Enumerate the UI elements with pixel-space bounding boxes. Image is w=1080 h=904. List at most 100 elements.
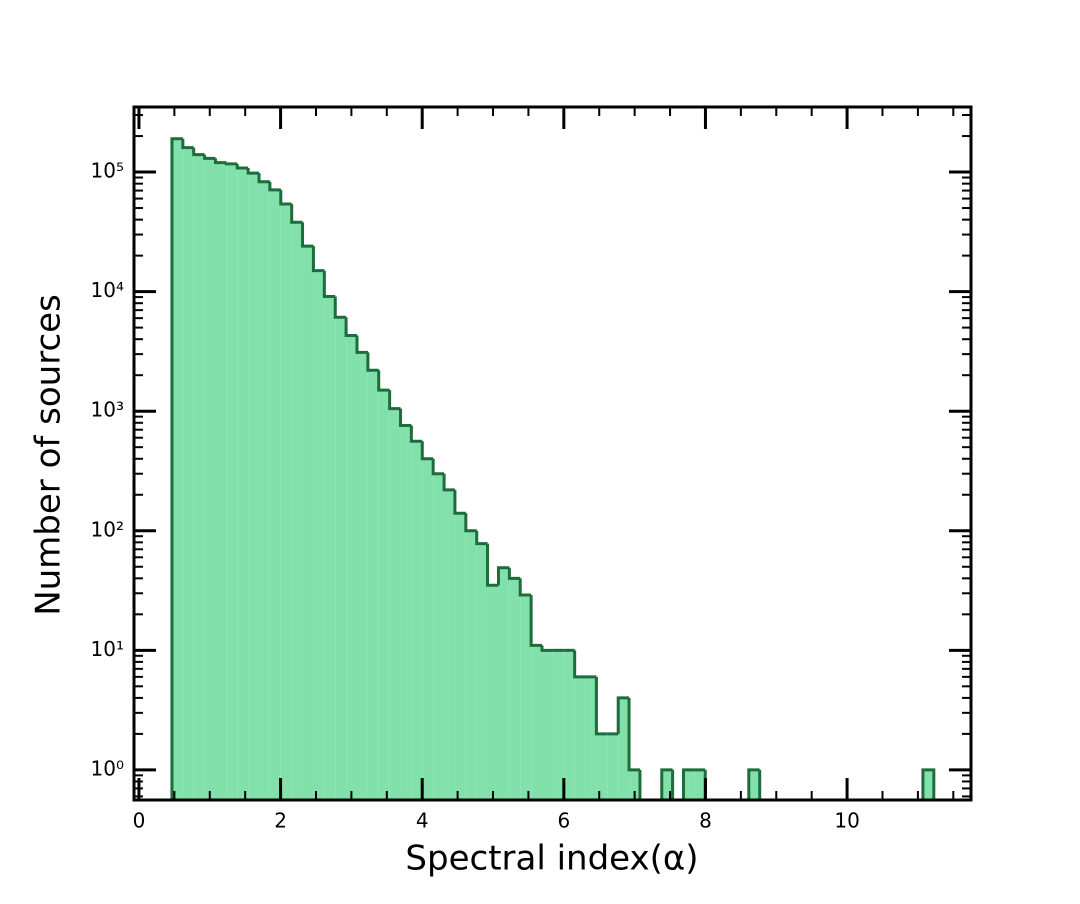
bar xyxy=(215,162,227,800)
bar-outline xyxy=(235,163,249,170)
bar xyxy=(259,181,270,800)
bar-outline xyxy=(682,768,695,800)
bar xyxy=(356,352,368,800)
bar xyxy=(476,543,488,800)
bar xyxy=(683,769,695,800)
bar xyxy=(465,530,477,800)
y-tick-label: 10³ xyxy=(91,398,124,422)
bar-outline xyxy=(170,137,183,800)
bar xyxy=(302,246,314,800)
bar-outline xyxy=(431,458,445,476)
bar xyxy=(291,222,303,801)
bar-outline xyxy=(224,162,238,166)
bar xyxy=(204,158,216,800)
bar xyxy=(237,168,249,800)
bar xyxy=(346,335,357,800)
y-tick-label: 10² xyxy=(91,517,124,541)
bar-outline xyxy=(921,768,936,800)
x-tick-label: 10 xyxy=(834,809,859,833)
bar xyxy=(454,513,466,800)
bar xyxy=(182,147,194,801)
bar xyxy=(694,769,706,800)
bar xyxy=(607,733,619,800)
y-tick-label: 10⁵ xyxy=(91,159,124,183)
bar-outline xyxy=(671,769,684,802)
bar-outline xyxy=(301,222,314,248)
bar xyxy=(498,567,510,800)
bar-outline xyxy=(192,147,205,157)
bar-outline xyxy=(399,408,412,427)
bar xyxy=(411,441,423,800)
bar-outline xyxy=(268,181,281,192)
bar-outline xyxy=(442,473,455,492)
bar-outline xyxy=(290,204,303,224)
bar-outline xyxy=(660,768,673,800)
bar xyxy=(661,769,673,800)
x-tick-label: 2 xyxy=(274,809,287,833)
bar-outline xyxy=(322,270,336,299)
bar-outline xyxy=(627,697,640,772)
bar xyxy=(520,595,532,800)
bar-outline xyxy=(529,595,543,647)
bar-outline xyxy=(638,769,651,802)
bar-outline xyxy=(507,567,521,580)
bar-outline xyxy=(355,335,368,354)
bar xyxy=(171,138,183,801)
bar-outline xyxy=(464,513,477,533)
bar-outline xyxy=(540,645,553,652)
bar-outline xyxy=(279,189,292,206)
bar-outline xyxy=(616,696,630,734)
bar-outline xyxy=(594,676,608,736)
bar xyxy=(509,578,521,800)
bar xyxy=(269,189,281,801)
bar-outline xyxy=(420,441,434,461)
y-tick-label: 10¹ xyxy=(91,637,124,661)
bar xyxy=(248,173,260,800)
bar-outline xyxy=(453,489,466,515)
bar-outline xyxy=(257,173,270,184)
bar xyxy=(433,473,445,800)
bar-outline xyxy=(246,168,260,175)
bar-outline xyxy=(181,138,194,150)
bar xyxy=(400,425,412,800)
bar xyxy=(389,408,401,800)
bar-outline xyxy=(758,769,771,802)
x-axis-label: Spectral index(α) xyxy=(405,839,698,879)
bar xyxy=(313,270,325,801)
bar-outline xyxy=(409,425,423,443)
bar xyxy=(574,676,586,800)
bar-outline xyxy=(518,578,532,597)
bar xyxy=(378,390,390,800)
bar xyxy=(629,769,640,800)
bar xyxy=(585,676,597,800)
bar-outline xyxy=(214,158,227,165)
bar-outline xyxy=(388,390,401,411)
bar xyxy=(422,458,434,800)
x-tick-label: 0 xyxy=(133,809,146,833)
x-tick-label: 4 xyxy=(416,809,429,833)
x-tick-label: 6 xyxy=(557,809,570,833)
bar xyxy=(324,296,336,800)
bar xyxy=(226,163,238,800)
bar-outline xyxy=(366,352,379,372)
bar xyxy=(531,645,543,800)
bar-outline xyxy=(203,154,216,160)
bar-outline xyxy=(475,530,488,546)
bar xyxy=(280,204,292,800)
bar xyxy=(444,489,455,800)
bar xyxy=(367,370,379,800)
y-tick-label: 10⁴ xyxy=(91,278,124,302)
bar xyxy=(552,650,564,800)
x-tick-label: 8 xyxy=(699,809,712,833)
bar-outline xyxy=(747,768,760,800)
bar-outline xyxy=(573,650,586,679)
bar xyxy=(563,650,575,800)
bar-outline xyxy=(486,543,499,587)
bar xyxy=(922,769,934,800)
bar-outline xyxy=(344,317,357,337)
bar xyxy=(596,733,608,800)
bar-outline xyxy=(496,566,510,586)
bar xyxy=(748,769,760,800)
bar-outline xyxy=(377,370,390,392)
